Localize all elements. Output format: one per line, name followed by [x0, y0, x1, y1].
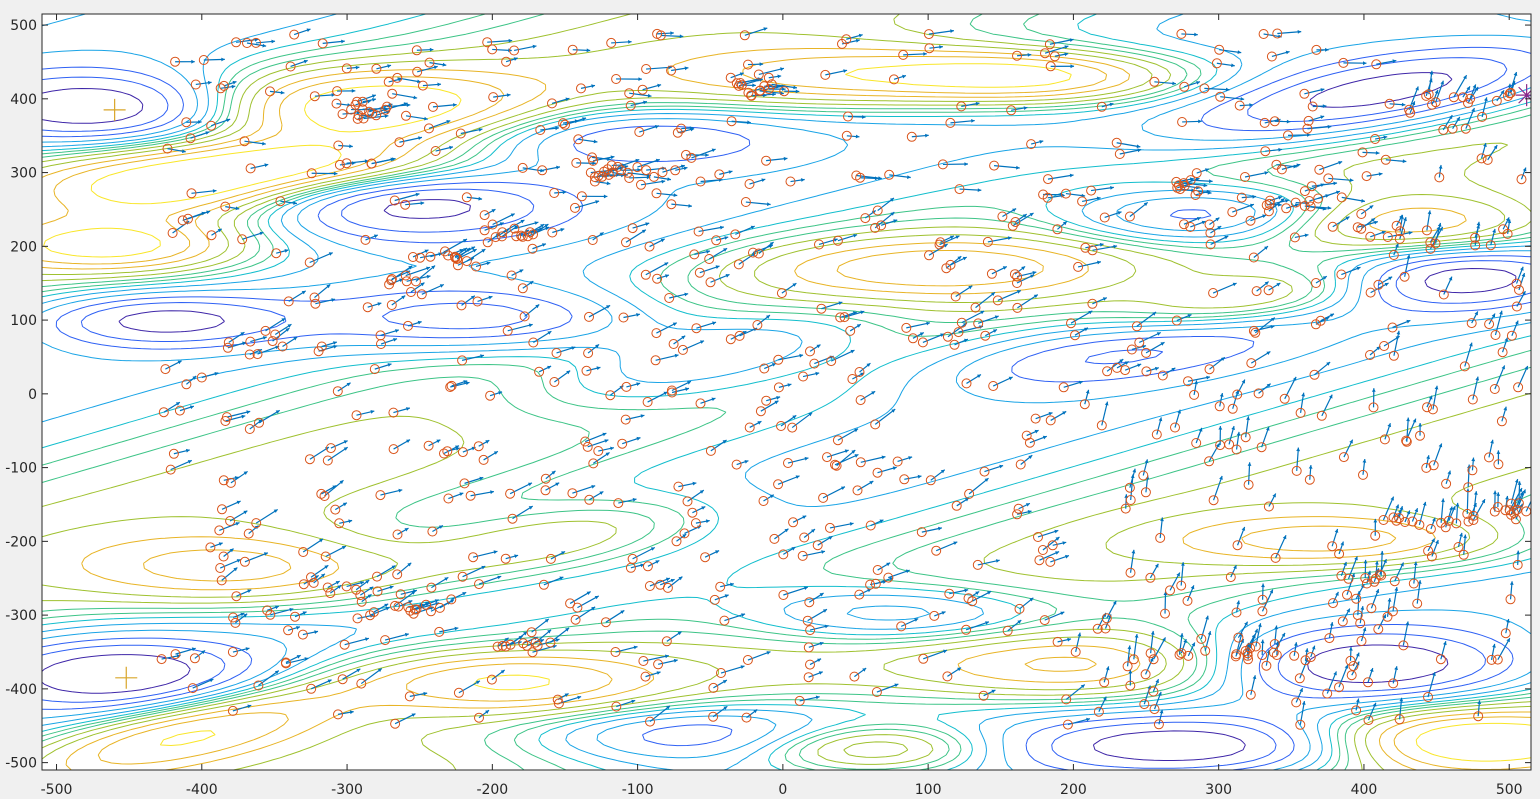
y-tick-label: 500: [10, 18, 37, 34]
y-tick-label: -100: [5, 461, 37, 477]
y-tick-label: 100: [10, 313, 37, 329]
y-tick-label: 300: [10, 166, 37, 182]
x-tick-label: -400: [186, 782, 218, 798]
y-tick-label: -200: [5, 534, 37, 550]
x-tick-label: -200: [476, 782, 508, 798]
x-tick-label: 100: [915, 782, 942, 798]
y-tick-label: 200: [10, 239, 37, 255]
x-tick-label: -500: [41, 782, 73, 798]
x-tick-label: 500: [1496, 782, 1523, 798]
y-tick-label: 0: [28, 387, 37, 403]
arrow: [1467, 489, 1468, 514]
x-tick-label: 200: [1060, 782, 1087, 798]
x-tick-label: -100: [622, 782, 654, 798]
x-tick-label: 0: [778, 782, 787, 798]
y-tick-label: -400: [5, 682, 37, 698]
x-tick-label: 400: [1351, 782, 1378, 798]
y-tick-label: -500: [5, 756, 37, 772]
y-tick-label: -300: [5, 608, 37, 624]
x-tick-label: -300: [331, 782, 363, 798]
x-tick-label: 300: [1205, 782, 1232, 798]
y-tick-label: 400: [10, 92, 37, 108]
